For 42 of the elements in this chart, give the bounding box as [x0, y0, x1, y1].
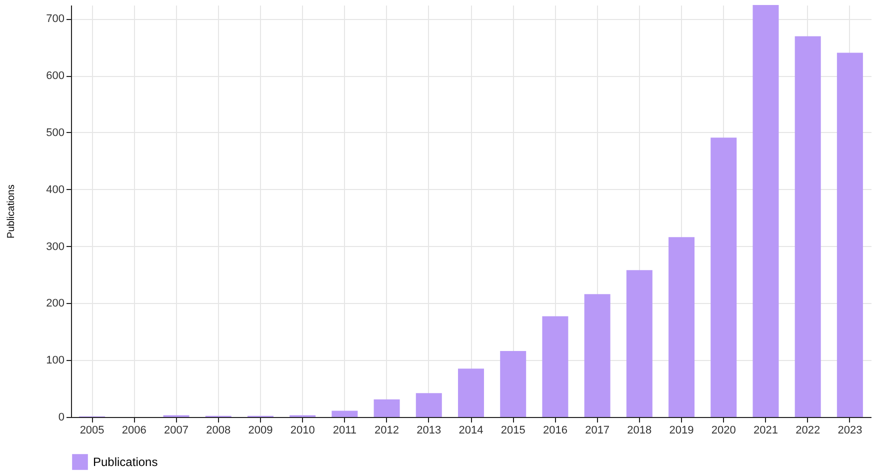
x-tick-label: 2011: [332, 424, 357, 436]
x-tick-label: 2018: [627, 424, 652, 436]
bar: [752, 5, 779, 417]
bar: [836, 52, 863, 417]
bar: [710, 138, 737, 417]
x-tick-label: 2023: [838, 424, 862, 436]
y-tick-label: 0: [58, 412, 64, 424]
x-tick-label: 2009: [248, 424, 273, 436]
y-tick-label: 700: [46, 13, 64, 26]
x-tick-label: 2016: [542, 424, 568, 436]
bar: [458, 368, 484, 417]
legend-label: Publications: [93, 455, 158, 469]
bar: [500, 350, 526, 417]
bar: [542, 316, 568, 417]
y-tick-label: 500: [46, 126, 64, 139]
x-tick-label: 2020: [711, 424, 736, 436]
x-tick-label: 2022: [796, 424, 820, 436]
bar: [794, 36, 821, 417]
x-tick-label: 2017: [585, 424, 610, 436]
y-tick-label: 200: [46, 298, 64, 310]
y-tick-label: 600: [46, 70, 64, 82]
bar: [416, 393, 442, 417]
bar: [626, 270, 652, 417]
y-axis-title: Publications: [6, 184, 18, 238]
x-tick-label: 2006: [122, 424, 146, 436]
x-tick-label: 2012: [374, 424, 400, 436]
x-tick-label: 2014: [458, 424, 484, 436]
x-tick-label: 2021: [753, 424, 778, 436]
bar: [668, 237, 695, 417]
x-tick-label: 2013: [416, 424, 442, 436]
x-tick-label: 2019: [669, 424, 694, 436]
x-tick-label: 2005: [80, 424, 104, 436]
x-tick-label: 2008: [206, 424, 231, 436]
bar: [332, 410, 358, 417]
bar: [584, 294, 610, 417]
x-tick-label: 2007: [164, 424, 189, 436]
y-tick-label: 300: [46, 240, 64, 253]
y-tick-label: 400: [46, 184, 64, 196]
x-tick-label: 2010: [290, 424, 315, 436]
bar: [374, 399, 400, 417]
y-tick-label: 100: [46, 354, 64, 367]
x-tick-label: 2015: [500, 424, 526, 436]
